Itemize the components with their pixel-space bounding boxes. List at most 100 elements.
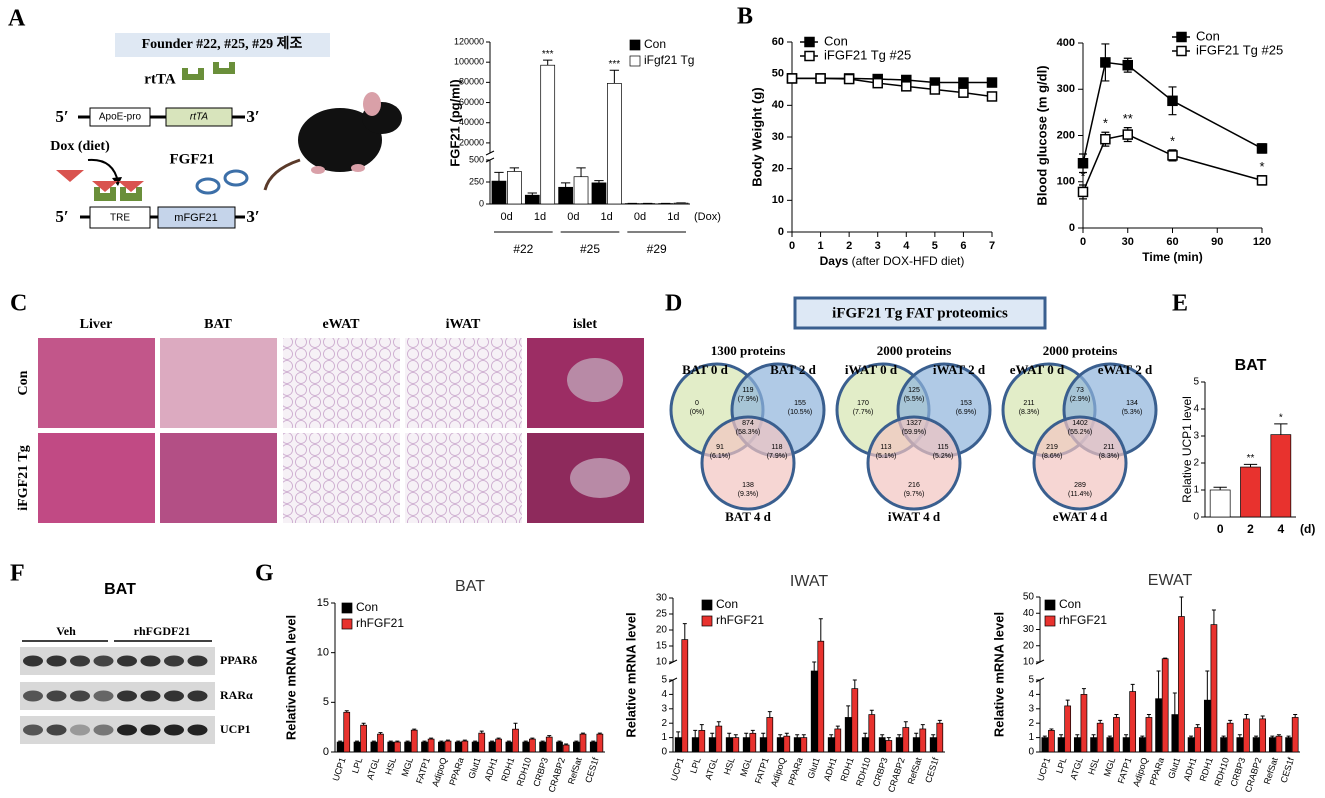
- venn-total: 2000 proteins: [1043, 343, 1118, 358]
- venn-count: 1327: [906, 420, 922, 427]
- bar: [766, 717, 774, 753]
- error-bar: [479, 730, 484, 734]
- point: [1077, 158, 1089, 169]
- error-bar: [355, 740, 360, 743]
- venn-count: 211: [1103, 444, 1114, 451]
- bar: [715, 725, 723, 753]
- y-tick-label: 20: [656, 625, 668, 636]
- rtta-protein: [213, 62, 235, 74]
- bar: [912, 737, 920, 753]
- gene-box: [165, 107, 233, 127]
- x-tick-label: RDH1: [499, 756, 516, 782]
- error-bar: [1042, 735, 1047, 738]
- x-tick-label: 0d: [634, 211, 646, 223]
- venn-percent: (9.3%): [738, 491, 759, 498]
- venn-percent: (8.3%): [1019, 409, 1040, 416]
- error-bar: [429, 737, 434, 740]
- error-bar: [1293, 714, 1298, 718]
- bar: [1226, 722, 1234, 753]
- bar: [545, 736, 553, 753]
- x-tick-label: CES1f: [923, 756, 941, 784]
- dox-icon: [56, 170, 84, 182]
- bar: [1291, 717, 1299, 753]
- blot-band: [164, 655, 184, 667]
- x-tick-label: ADH1: [822, 756, 839, 782]
- error-bar: [812, 661, 817, 671]
- x-tick-label: FATP1: [753, 756, 771, 785]
- legend-swatch: [341, 602, 353, 614]
- venn-count: 119: [742, 387, 753, 394]
- x-tick-label: PPARa: [1148, 756, 1166, 787]
- error-bar: [490, 740, 495, 743]
- promoter-label: ApoE-pro: [99, 112, 142, 123]
- column-title: islet: [573, 317, 597, 332]
- error-bar: [506, 740, 511, 743]
- error-bar: [560, 182, 571, 188]
- x-tick-label: 0d: [567, 211, 579, 223]
- blot-band: [70, 690, 90, 702]
- chart-title: BAT: [1235, 357, 1267, 374]
- x-tick-label: ATGL: [365, 756, 382, 781]
- blot-group: Veh: [56, 624, 76, 638]
- bar: [596, 733, 604, 753]
- error-bar: [395, 740, 400, 743]
- venn-percent: (8.6%): [1042, 453, 1063, 460]
- x-tick-label: 2: [846, 240, 852, 252]
- venn-total: 2000 proteins: [877, 343, 952, 358]
- bar: [387, 741, 395, 753]
- point: [1256, 143, 1268, 154]
- x-tick-label: ADH1: [483, 756, 500, 782]
- blot-band: [187, 690, 208, 702]
- y-tick-label: 80000: [459, 77, 484, 87]
- error-bar: [494, 171, 504, 182]
- x-tick-label: 30: [1122, 236, 1134, 248]
- bar: [936, 722, 944, 753]
- y-axis-label: Body Weight (g): [749, 87, 764, 186]
- bar: [732, 737, 740, 753]
- x-tick-label: CRBP3: [871, 756, 890, 788]
- y-tick-label: 0: [1193, 512, 1199, 523]
- y-tick-label: 400: [1057, 37, 1075, 49]
- x-tick-label: RDH10: [854, 756, 873, 787]
- point: [1167, 150, 1178, 161]
- bar: [1209, 489, 1231, 518]
- venn-percent: (0%): [690, 409, 705, 416]
- venn-percent: (2.9%): [1070, 396, 1091, 403]
- bar: [1187, 737, 1195, 753]
- point: [1122, 129, 1133, 140]
- x-tick-label: CRABP2: [886, 756, 907, 793]
- y-tick-label: 50: [772, 68, 784, 80]
- histology-image: [283, 433, 400, 523]
- y-tick-label: 10: [1023, 657, 1035, 668]
- histology-image: [405, 433, 522, 523]
- x-tick-label: RefSat: [906, 756, 924, 786]
- legend-label: Con: [1059, 597, 1081, 611]
- bar: [522, 741, 530, 753]
- bar: [800, 737, 808, 753]
- blot-label: PPARδ: [220, 653, 257, 667]
- bar: [438, 741, 445, 753]
- y-tick-label: 15: [656, 641, 668, 652]
- bar: [919, 728, 927, 753]
- blot-group: rhFGDF21: [134, 624, 191, 638]
- venn-set: eWAT 2 d: [1098, 362, 1153, 377]
- y-tick-label: 15: [317, 597, 329, 609]
- venn-count: 91: [716, 444, 724, 451]
- error-bar: [597, 732, 602, 735]
- bar: [1194, 727, 1202, 753]
- blot-band: [164, 690, 184, 702]
- bar: [370, 741, 378, 753]
- bar: [1155, 698, 1162, 753]
- error-bar: [897, 734, 902, 738]
- venn-percent: (5.1%): [876, 453, 897, 460]
- histology-image: [160, 433, 277, 523]
- x-tick-label: UCP1: [669, 756, 686, 782]
- x-axis-label-note: (after DOX-HFD diet): [852, 254, 965, 268]
- y-axis-label: Relative mRNA level: [991, 612, 1006, 737]
- x-tick-label: 1d: [534, 211, 546, 223]
- y-tick-label: 40: [1023, 608, 1035, 619]
- venn-percent: (11.4%): [1068, 491, 1092, 498]
- error-bar: [750, 729, 755, 734]
- x-tick-label: 120: [1253, 236, 1271, 248]
- y-tick-label: 60000: [459, 97, 484, 107]
